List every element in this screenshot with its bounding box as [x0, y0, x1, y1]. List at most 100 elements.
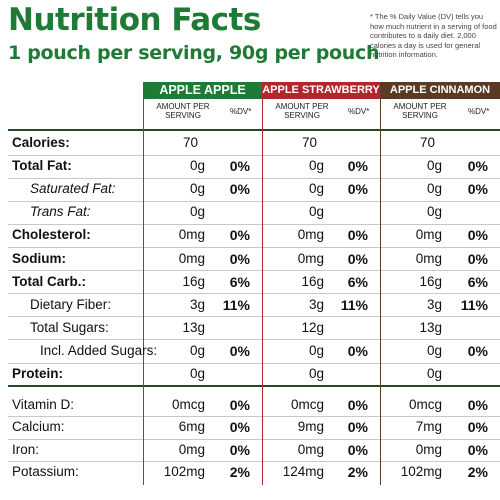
- row-label: Calories:: [12, 135, 70, 150]
- column-divider: [143, 82, 144, 485]
- row-divider: [8, 154, 500, 156]
- amount: 0g: [189, 181, 205, 197]
- amount: 0mg: [297, 227, 324, 243]
- row-divider: [8, 270, 500, 272]
- row-label: Calcium:: [12, 419, 65, 435]
- amount: 0mg: [415, 441, 442, 457]
- amount: 0g: [426, 158, 442, 174]
- amount: 0mg: [297, 250, 324, 266]
- amount: 0g: [308, 366, 324, 381]
- amount: 0mg: [297, 441, 324, 457]
- daily-value: 2%: [229, 464, 250, 481]
- row-divider: [8, 438, 500, 440]
- amount: 9mg: [297, 419, 324, 435]
- amount: 70: [301, 135, 317, 150]
- footnote: * The % Daily Value (DV) tells you how m…: [370, 12, 497, 59]
- daily-value: 0%: [347, 342, 368, 359]
- row-label: Incl. Added Sugars:: [40, 342, 158, 358]
- amount: 0mcg: [408, 397, 442, 412]
- row-label: Total Carb.:: [12, 273, 86, 289]
- amount: 0g: [426, 181, 442, 197]
- amount: 0g: [189, 158, 205, 174]
- amount: 102mg: [400, 464, 442, 480]
- row-label: Sodium:: [12, 250, 66, 266]
- amount: 0g: [308, 342, 324, 358]
- daily-value: 0%: [229, 342, 250, 359]
- amount: 0mg: [178, 250, 205, 266]
- amount: 124mg: [282, 464, 324, 480]
- row-label: Saturated Fat:: [30, 181, 116, 197]
- row-label: Protein:: [12, 366, 64, 381]
- daily-value: 2%: [347, 464, 368, 481]
- amount: 0g: [189, 342, 205, 358]
- daily-value: 2%: [467, 464, 488, 481]
- column-divider: [262, 82, 263, 485]
- daily-value: 0%: [467, 181, 488, 198]
- row-divider: [8, 416, 500, 418]
- daily-value: 0%: [347, 158, 368, 175]
- amount: 0g: [308, 204, 324, 220]
- daily-value: 0%: [229, 158, 250, 175]
- amount: 0mg: [415, 227, 442, 243]
- daily-value: 11%: [222, 296, 250, 313]
- amount: 3g: [308, 296, 324, 312]
- amount: 70: [419, 135, 435, 150]
- row-divider: [8, 461, 500, 462]
- amount: 70: [182, 135, 198, 150]
- amount: 3g: [426, 296, 442, 312]
- row-divider: [8, 316, 500, 318]
- amount: 3g: [189, 296, 205, 312]
- amount: 6mg: [178, 419, 205, 435]
- amount: 102mg: [163, 464, 205, 480]
- row-label: Cholesterol:: [12, 227, 91, 243]
- daily-value: 0%: [347, 419, 368, 436]
- dv-header: %DV*: [468, 107, 490, 116]
- amount: 0g: [308, 181, 324, 197]
- column-header: APPLE CINNAMON: [380, 82, 500, 99]
- amount: 7mg: [415, 419, 442, 435]
- row-label: Potassium:: [12, 464, 79, 480]
- daily-value: 0%: [229, 419, 250, 436]
- amount: 0g: [189, 204, 205, 220]
- daily-value: 0%: [347, 227, 368, 244]
- amount: 16g: [182, 273, 205, 289]
- amount: 0g: [426, 342, 442, 358]
- row-label: Iron:: [12, 441, 40, 457]
- amount: 0g: [426, 204, 442, 220]
- row-divider: [8, 177, 500, 179]
- amount: 0mg: [415, 250, 442, 266]
- daily-value: 6%: [229, 273, 250, 290]
- rule: [8, 385, 500, 387]
- daily-value: 0%: [229, 441, 250, 458]
- daily-value: 0%: [229, 181, 250, 198]
- daily-value: 11%: [460, 296, 488, 313]
- daily-value: 0%: [347, 397, 368, 413]
- amount: 0mcg: [171, 397, 205, 412]
- daily-value: 0%: [467, 441, 488, 458]
- amount: 0mg: [178, 227, 205, 243]
- daily-value: 0%: [467, 158, 488, 175]
- amount: 0g: [189, 366, 205, 381]
- row-divider: [8, 362, 500, 364]
- amount: 13g: [419, 319, 442, 335]
- daily-value: 0%: [229, 250, 250, 267]
- daily-value: 6%: [467, 273, 488, 290]
- rule: [8, 129, 500, 131]
- amount: 13g: [182, 319, 205, 335]
- row-label: Dietary Fiber:: [30, 296, 112, 312]
- daily-value: 0%: [229, 397, 250, 413]
- amount: 16g: [419, 273, 442, 289]
- daily-value: 0%: [467, 397, 488, 413]
- amount: 12g: [301, 319, 324, 335]
- daily-value: 0%: [229, 227, 250, 244]
- amount: 0mcg: [290, 397, 324, 412]
- row-label: Total Fat:: [12, 158, 72, 174]
- daily-value: 11%: [340, 296, 368, 313]
- row-divider: [8, 339, 500, 341]
- column-header: APPLE STRAWBERRY: [262, 82, 380, 99]
- daily-value: 0%: [347, 441, 368, 458]
- row-label: Total Sugars:: [30, 319, 109, 335]
- amount-header: AMOUNT PER SERVING: [393, 102, 447, 120]
- amount: 0g: [308, 158, 324, 174]
